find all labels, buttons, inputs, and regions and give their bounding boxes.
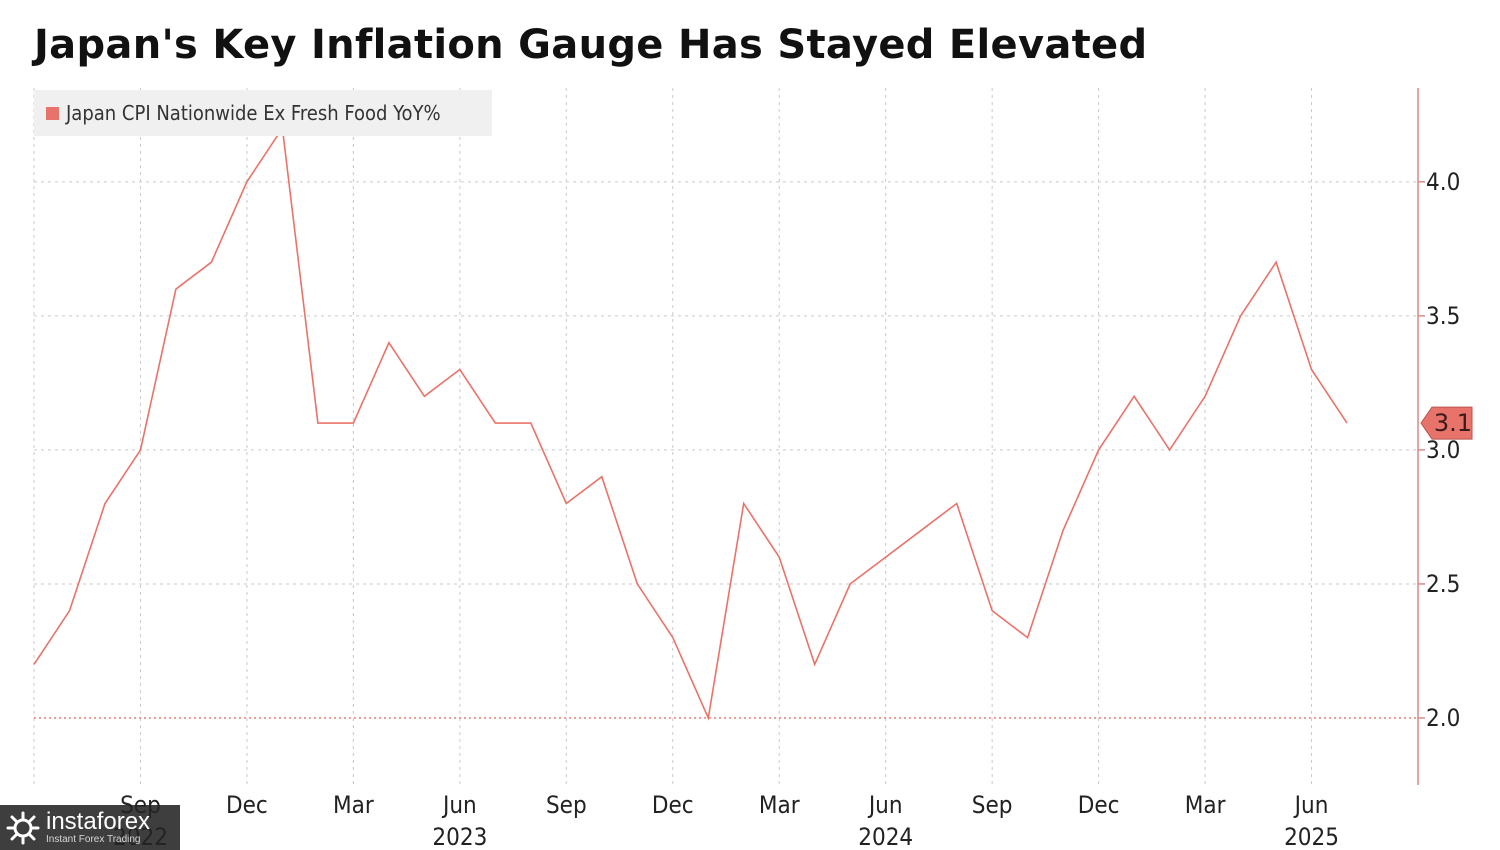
x-year-label: 2023 bbox=[432, 823, 487, 850]
y-axis bbox=[1417, 88, 1425, 785]
last-value-tag bbox=[1420, 406, 1473, 440]
x-tick-label: Dec bbox=[1078, 791, 1120, 819]
x-axis-labels: SepDecMarJunSepDecMarJunSepDecMarJun2022… bbox=[113, 791, 1339, 850]
last-value-tag-shape bbox=[1420, 406, 1473, 440]
series-lines bbox=[33, 125, 1348, 721]
chart-title: Japan's Key Inflation Gauge Has Stayed E… bbox=[34, 22, 1148, 68]
x-tick-label: Sep bbox=[972, 791, 1013, 819]
x-tick-label: Mar bbox=[333, 791, 374, 819]
instaforex-watermark: instaforex Instant Forex Trading bbox=[0, 805, 180, 850]
x-tick-label: Mar bbox=[759, 791, 800, 819]
x-tick-label: Dec bbox=[652, 791, 694, 819]
watermark-name: instaforex bbox=[46, 808, 151, 835]
x-tick-label: Mar bbox=[1185, 791, 1226, 819]
x-year-label: 2025 bbox=[1284, 823, 1339, 850]
x-tick-label: Jun bbox=[441, 791, 477, 819]
y-tick-label: 2.5 bbox=[1426, 570, 1460, 598]
series-line bbox=[33, 125, 1348, 721]
y-tick-label: 4.0 bbox=[1426, 168, 1460, 196]
x-tick-label: Jun bbox=[1293, 791, 1329, 819]
legend-swatch bbox=[46, 106, 59, 120]
vertical-gridlines bbox=[33, 88, 1313, 785]
legend: Japan CPI Nationwide Ex Fresh Food YoY% bbox=[34, 90, 492, 136]
y-tick-label: 3.5 bbox=[1426, 302, 1460, 330]
x-year-label: 2024 bbox=[858, 823, 913, 850]
watermark-tagline: Instant Forex Trading bbox=[46, 834, 141, 845]
x-tick-label: Dec bbox=[226, 791, 268, 819]
legend-label: Japan CPI Nationwide Ex Fresh Food YoY% bbox=[66, 101, 441, 125]
y-tick-label: 3.0 bbox=[1426, 436, 1460, 464]
x-tick-label: Sep bbox=[546, 791, 587, 819]
y-axis-labels: 2.0 2.5 3.0 3.5 4.0 bbox=[1426, 168, 1460, 732]
x-tick-label: Jun bbox=[867, 791, 903, 819]
last-value-label: 3.1 bbox=[1433, 409, 1473, 438]
y-tick-label: 2.0 bbox=[1426, 704, 1460, 732]
instaforex-logo-icon bbox=[6, 811, 40, 844]
